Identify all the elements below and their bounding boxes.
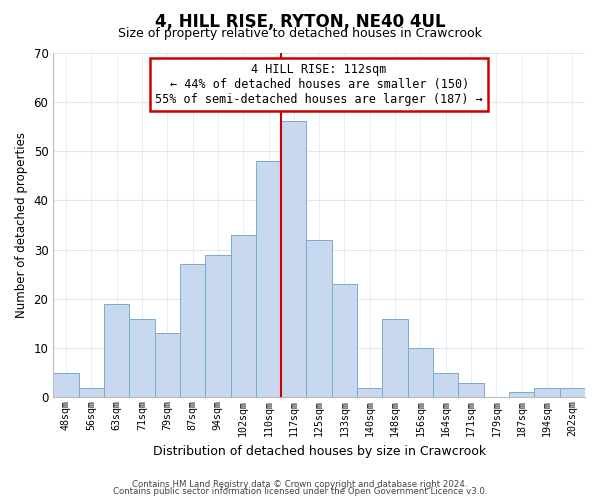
Bar — [155, 334, 180, 398]
Bar — [535, 388, 560, 398]
Bar — [104, 304, 129, 398]
Bar — [560, 388, 585, 398]
Bar — [281, 122, 307, 398]
Bar — [357, 388, 382, 398]
Bar — [433, 373, 458, 398]
Text: Contains public sector information licensed under the Open Government Licence v3: Contains public sector information licen… — [113, 487, 487, 496]
Bar — [129, 318, 155, 398]
Bar — [332, 284, 357, 398]
Bar — [256, 161, 281, 398]
Bar — [180, 264, 205, 398]
X-axis label: Distribution of detached houses by size in Crawcrook: Distribution of detached houses by size … — [152, 444, 486, 458]
Text: 4, HILL RISE, RYTON, NE40 4UL: 4, HILL RISE, RYTON, NE40 4UL — [155, 12, 445, 30]
Bar — [79, 388, 104, 398]
Bar — [509, 392, 535, 398]
Text: Contains HM Land Registry data © Crown copyright and database right 2024.: Contains HM Land Registry data © Crown c… — [132, 480, 468, 489]
Bar — [230, 235, 256, 398]
Text: 4 HILL RISE: 112sqm
← 44% of detached houses are smaller (150)
55% of semi-detac: 4 HILL RISE: 112sqm ← 44% of detached ho… — [155, 63, 483, 106]
Bar — [408, 348, 433, 398]
Bar — [382, 318, 408, 398]
Bar — [53, 373, 79, 398]
Bar — [458, 382, 484, 398]
Bar — [307, 240, 332, 398]
Text: Size of property relative to detached houses in Crawcrook: Size of property relative to detached ho… — [118, 28, 482, 40]
Bar — [205, 254, 230, 398]
Y-axis label: Number of detached properties: Number of detached properties — [15, 132, 28, 318]
